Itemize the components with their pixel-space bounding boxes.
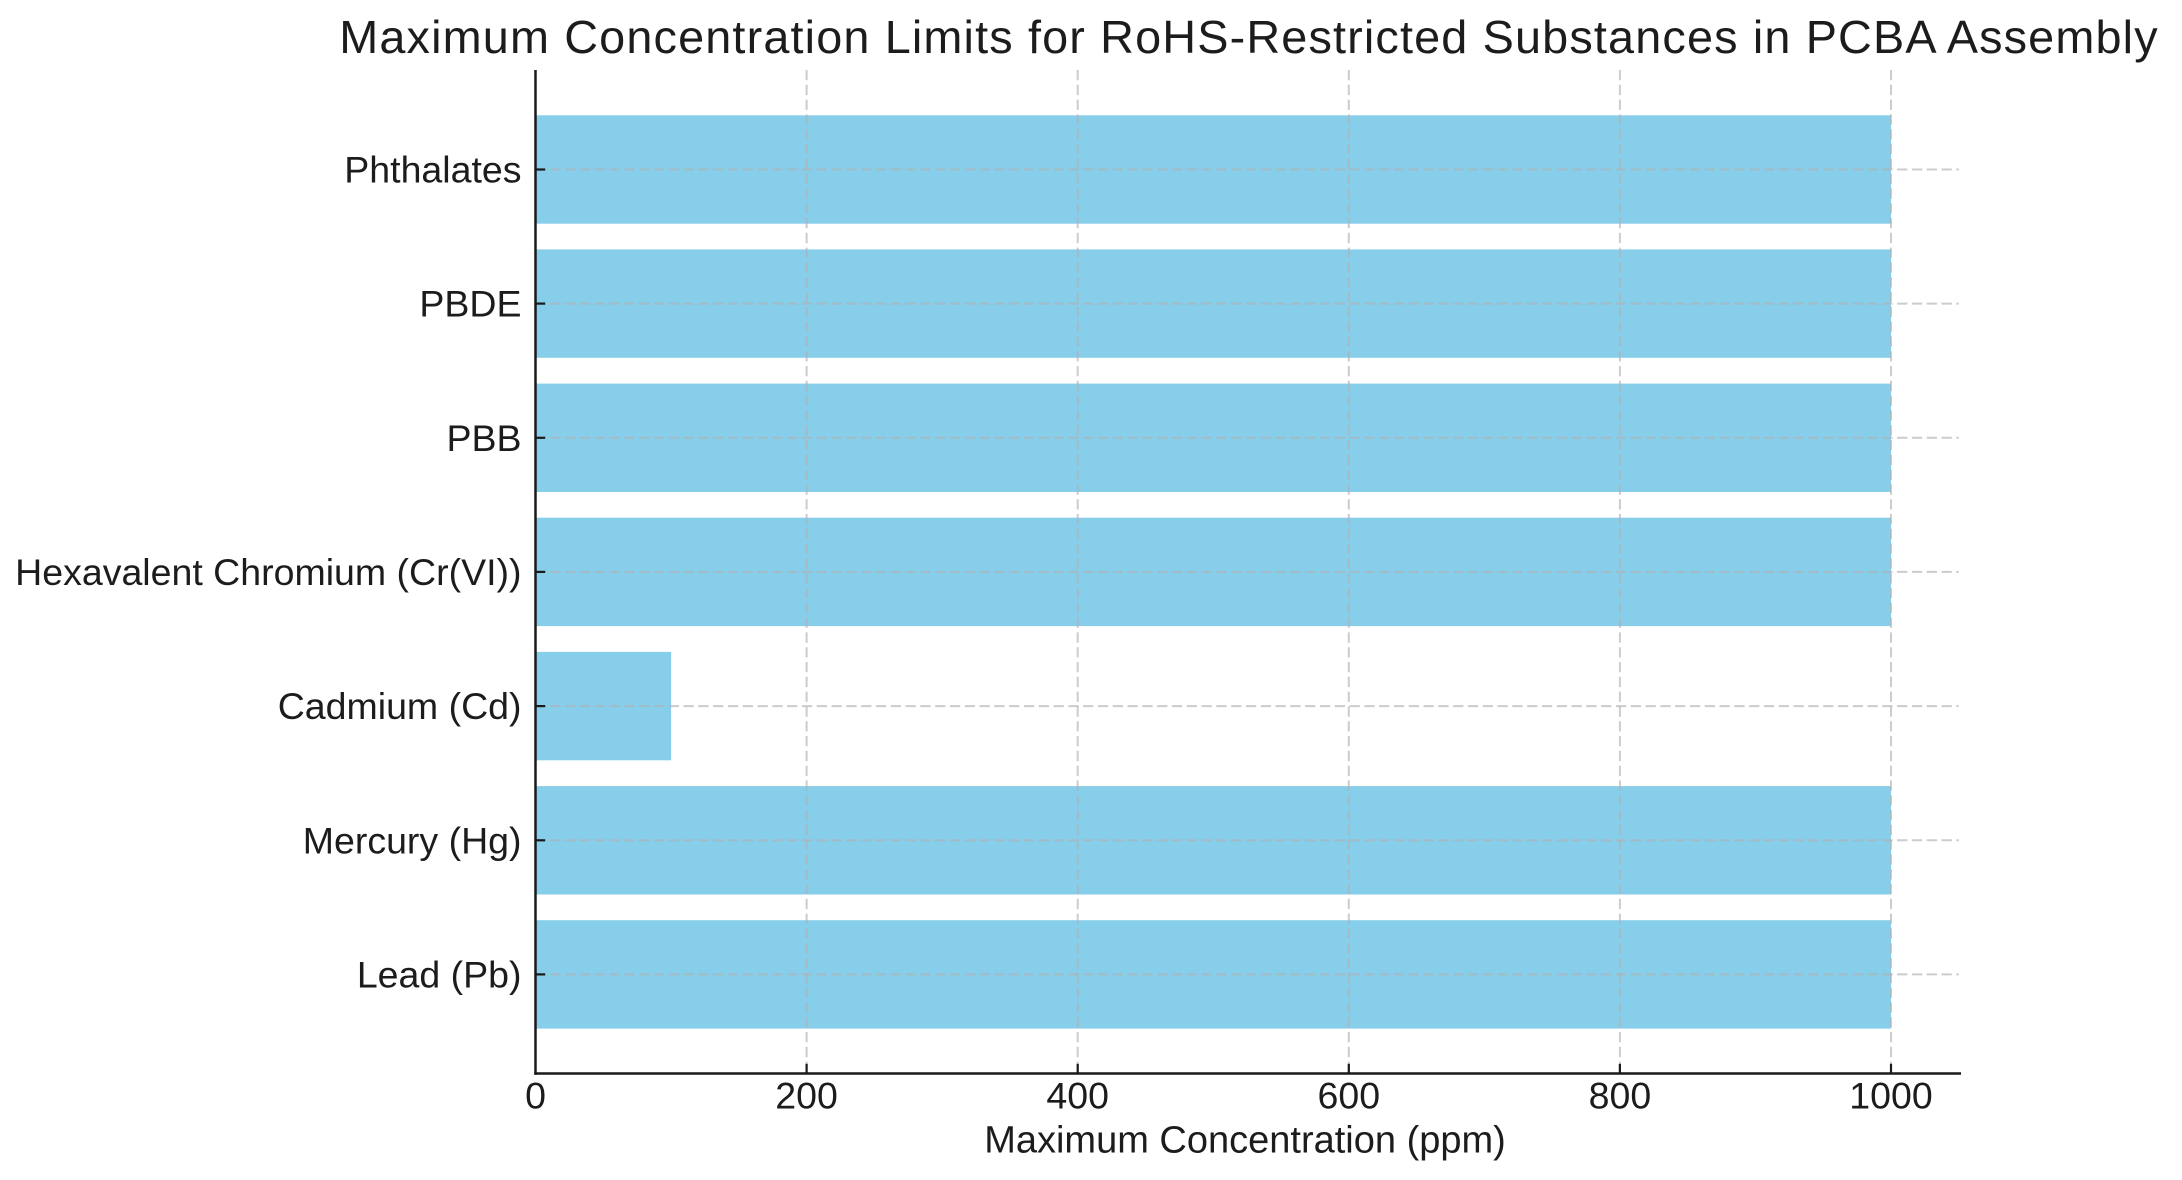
- svg-text:Maximum Concentration (ppm): Maximum Concentration (ppm): [984, 1120, 1506, 1162]
- svg-text:400: 400: [1046, 1075, 1109, 1117]
- svg-text:PBB: PBB: [446, 417, 521, 459]
- svg-text:200: 200: [775, 1075, 838, 1117]
- svg-text:Mercury (Hg): Mercury (Hg): [303, 819, 522, 861]
- svg-text:Phthalates: Phthalates: [344, 149, 521, 191]
- svg-text:Maximum Concentration Limits f: Maximum Concentration Limits for RoHS-Re…: [339, 11, 2159, 63]
- svg-text:Lead (Pb): Lead (Pb): [357, 953, 522, 995]
- svg-text:PBDE: PBDE: [419, 283, 521, 325]
- svg-text:Cadmium (Cd): Cadmium (Cd): [278, 685, 522, 727]
- svg-text:0: 0: [525, 1075, 546, 1117]
- svg-text:800: 800: [1589, 1075, 1652, 1117]
- svg-text:600: 600: [1318, 1075, 1381, 1117]
- svg-text:Hexavalent Chromium (Cr(VI)): Hexavalent Chromium (Cr(VI)): [15, 551, 521, 593]
- svg-text:1000: 1000: [1849, 1075, 1932, 1117]
